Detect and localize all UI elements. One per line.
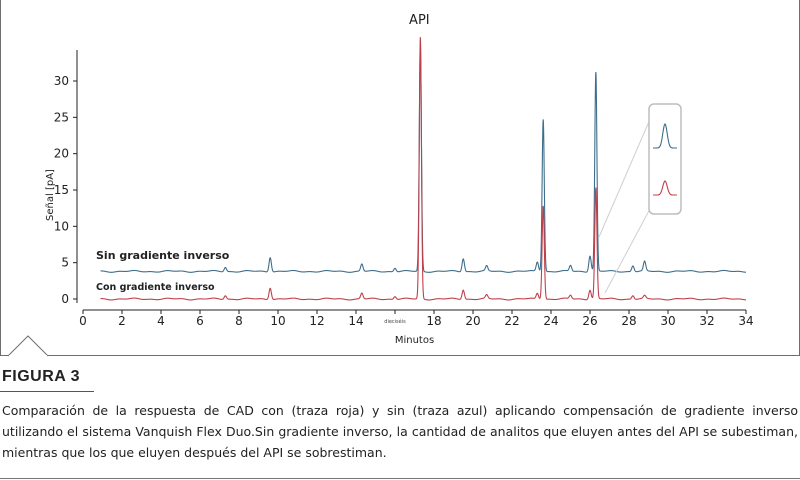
- labels: Minutos Señal [pA] API Sin gradiente invers…: [45, 13, 434, 346]
- x-tick-label: 2: [118, 314, 126, 328]
- y-tick-label: 5: [61, 256, 69, 270]
- figure-label-underline: [0, 391, 94, 392]
- x-tick-label: 34: [738, 314, 753, 328]
- x-tick-label: 4: [157, 314, 165, 328]
- y-tick-label: 20: [54, 147, 69, 161]
- chart-title-api: API: [409, 13, 430, 28]
- x-tick-label: 26: [582, 314, 597, 328]
- series-label-con-gradiente: Con gradiente inverso: [96, 282, 215, 293]
- x-tick-label: 18: [426, 314, 441, 328]
- traces: [100, 37, 747, 301]
- inset-peak-con-gradiente: [653, 180, 677, 196]
- x-tick-label: 6: [196, 314, 204, 328]
- y-tick-label: 15: [54, 183, 69, 197]
- x-tick-label: 12: [309, 314, 324, 328]
- series-label-sin-gradiente: Sin gradiente inverso: [96, 249, 230, 262]
- x-tick-label: 20: [465, 314, 480, 328]
- axes: 0 2 4 6 8 10 12 14 18 20 22 24 26 28 30 32 34dieciséis05…: [54, 50, 754, 328]
- panel-tab-notch: [7, 335, 49, 358]
- x-tick-label: 22: [504, 314, 519, 328]
- x-axis-title: Minutos: [395, 335, 434, 346]
- figure-caption: FIGURA 3 Comparación de la respuesta de …: [0, 364, 800, 480]
- y-tick-label: 0: [61, 292, 69, 306]
- x-tick-label: 24: [543, 314, 558, 328]
- y-axis-title: Señal [pA]: [45, 169, 56, 221]
- x-tick-label-stray: dieciséis: [384, 318, 406, 325]
- x-tick-label: 8: [235, 314, 243, 328]
- inset-box: [648, 103, 682, 215]
- x-tick-label: 0: [79, 314, 87, 328]
- x-tick-label: 32: [699, 314, 714, 328]
- figure-caption-text: Comparación de la respuesta de CAD con (…: [2, 403, 798, 460]
- y-tick-label: 30: [54, 74, 69, 88]
- series-line-con-gradiente: [100, 37, 747, 301]
- bottom-divider: [0, 478, 800, 479]
- zoom-inset: [598, 103, 682, 294]
- inset-peak-sin-gradiente: [653, 123, 677, 149]
- series-line-sin-gradiente: [100, 45, 747, 273]
- x-tick-label: 10: [270, 314, 285, 328]
- x-tick-label: 28: [621, 314, 636, 328]
- inset-connector-bottom: [604, 206, 652, 294]
- y-tick-label: 10: [54, 219, 69, 233]
- x-tick-label: 14: [348, 314, 363, 328]
- inset-connector-top: [598, 116, 652, 238]
- x-tick-label: 30: [660, 314, 675, 328]
- figure-label: FIGURA 3: [2, 368, 81, 385]
- chromatogram-chart: 0 2 4 6 8 10 12 14 18 20 22 24 26 28 30 32 34dieciséis05…: [45, 13, 754, 346]
- figure-panel: 0 2 4 6 8 10 12 14 18 20 22 24 26 28 30 32 34 dieciséis 0 5…: [0, 0, 800, 356]
- y-tick-label: 25: [54, 110, 69, 124]
